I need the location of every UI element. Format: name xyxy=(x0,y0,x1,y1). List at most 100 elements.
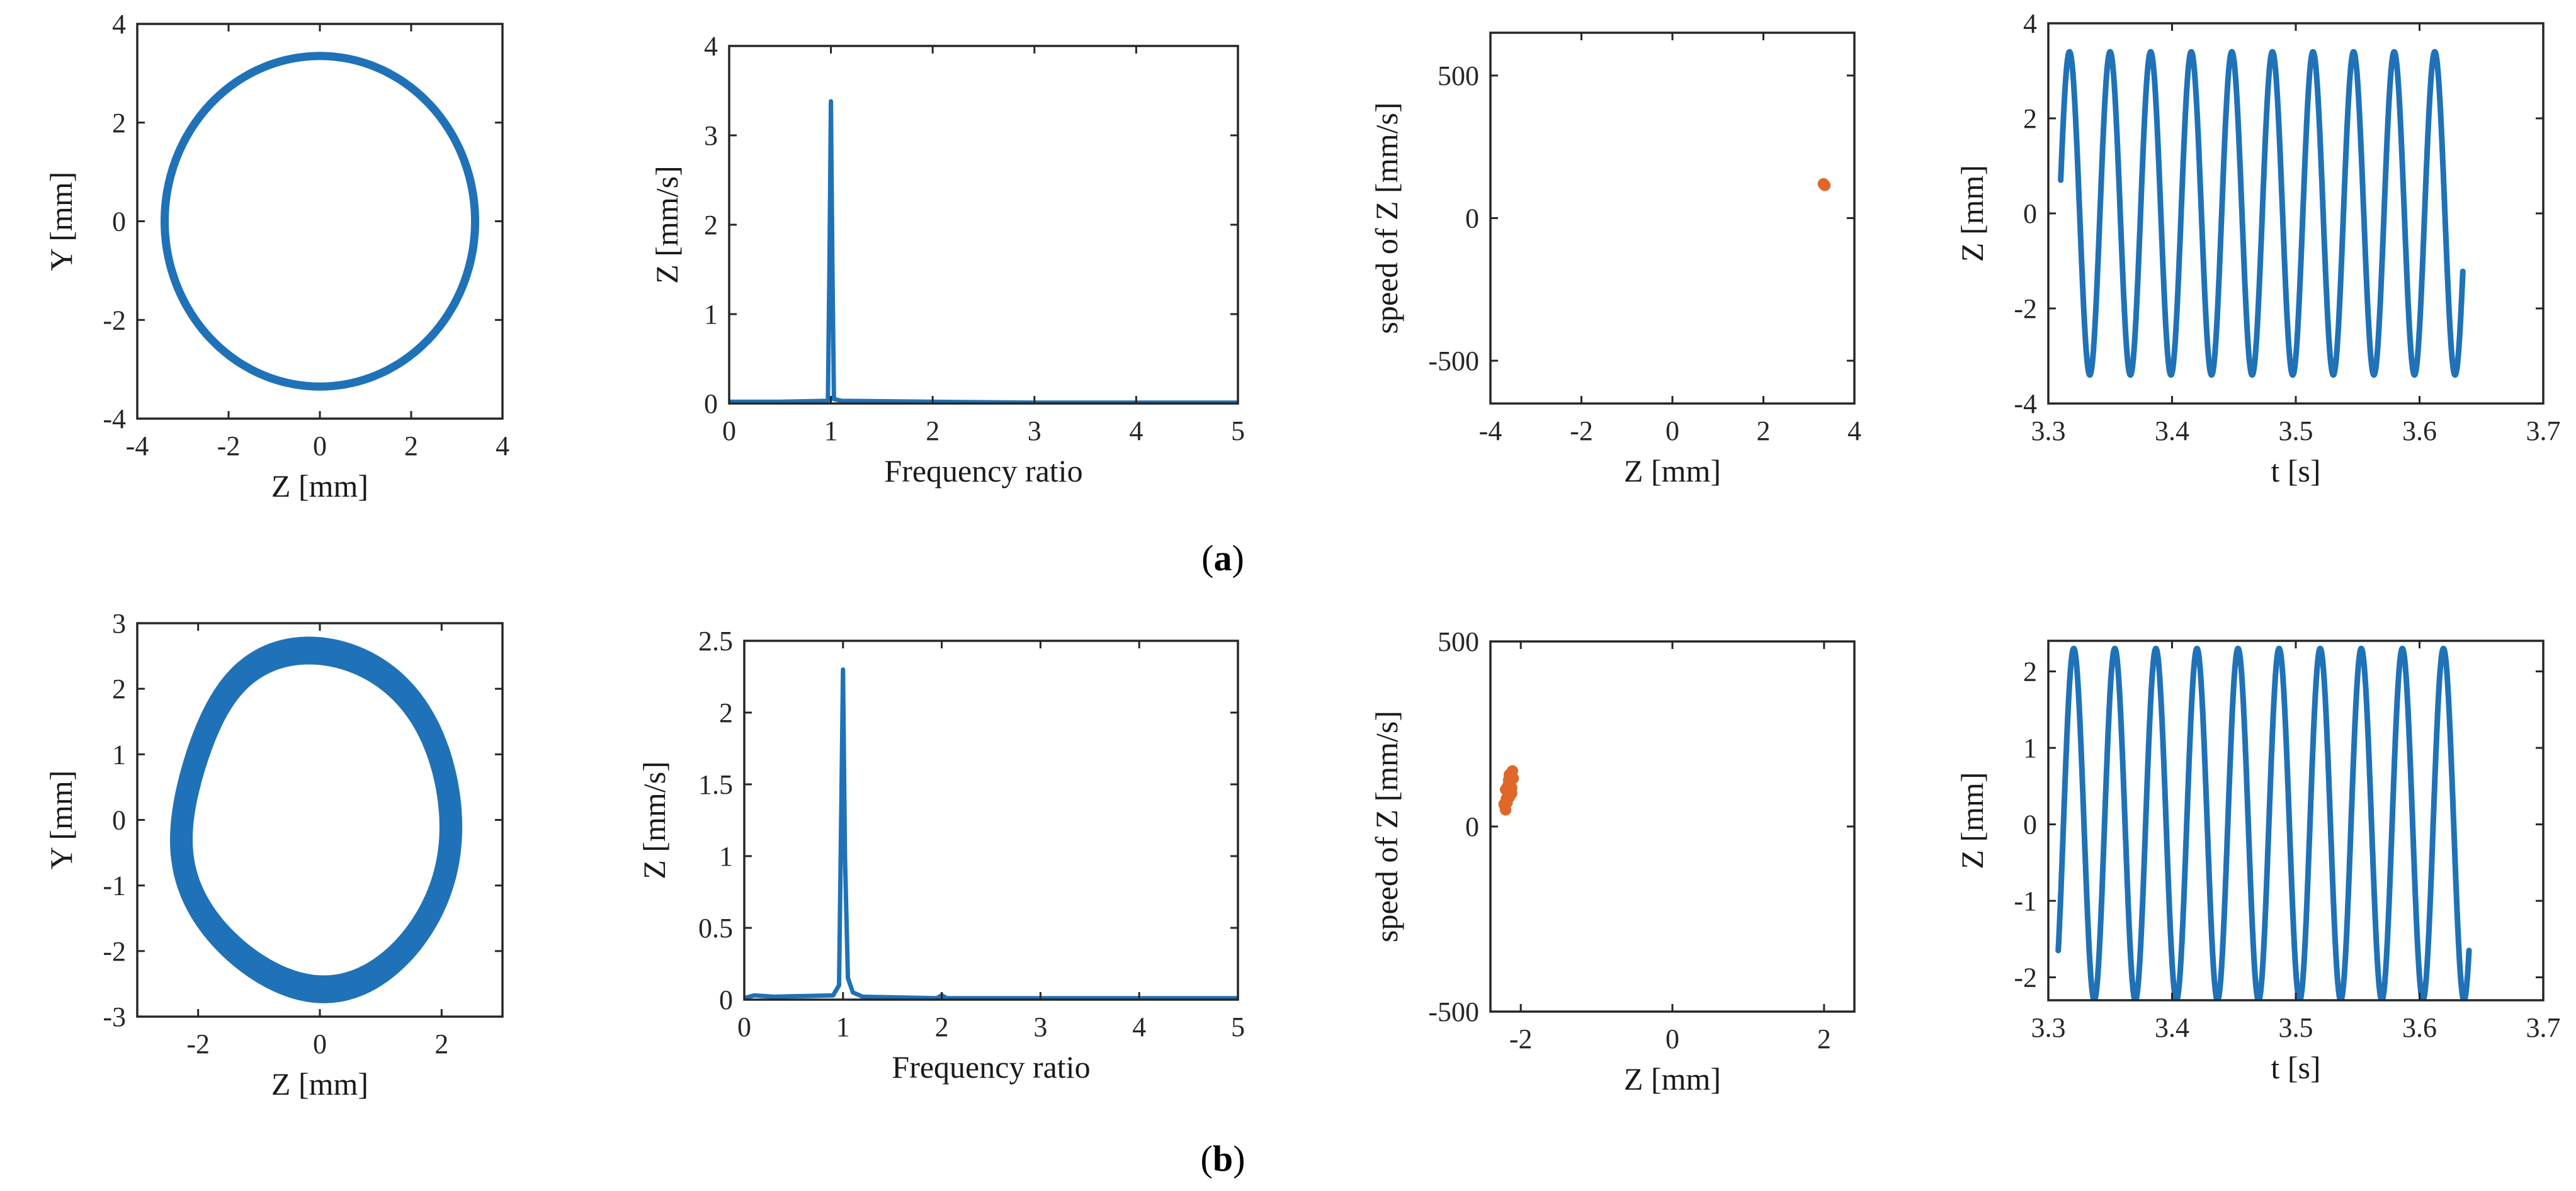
y-tick-label: 2 xyxy=(2023,657,2037,687)
y-tick-label: -4 xyxy=(2014,388,2037,419)
x-tick-label: -4 xyxy=(1479,415,1502,446)
x-tick-label: 5 xyxy=(1231,415,1245,446)
panel-label-b-letter: b xyxy=(1213,1138,1233,1179)
y-tick-label: 4 xyxy=(704,31,718,62)
y-axis-label: speed of Z [mm/s] xyxy=(1369,103,1404,334)
poincare-point xyxy=(1506,765,1518,777)
chart-a1: -4 -2 0 2 4 -4 -2 0 2 4 Z [mm] Y [mm] xyxy=(43,9,509,504)
x-tick-label: 4 xyxy=(496,431,509,461)
chart-b2: 0 1 2 3 4 5 0 0.5 1 1.5 2 2.5 Frequency ratio Z [mm/s… xyxy=(637,626,1245,1085)
y-tick-label: -500 xyxy=(1428,346,1479,376)
chart-b4-data xyxy=(2055,645,2472,1000)
plot-area: -4 -2 0 2 4 -4 -2 0 2 4 Z [mm] Y [mm] 0 1 2 3 4 5 0 1 2 3 4 Fre… xyxy=(43,8,2561,1102)
x-tick-label: 2 xyxy=(404,431,418,461)
y-tick-label: 3 xyxy=(112,608,126,639)
y-tick-label: 1.5 xyxy=(698,769,733,800)
x-tick-label: 4 xyxy=(1132,1012,1146,1042)
chart-a1-data xyxy=(161,52,479,391)
series-spectrum xyxy=(729,99,1238,404)
x-tick-label: 3 xyxy=(1033,1012,1047,1042)
y-tick-label: 0 xyxy=(112,206,126,237)
y-tick-label: 3 xyxy=(704,120,718,151)
x-tick-label: -2 xyxy=(217,431,241,461)
chart-a2: 0 1 2 3 4 5 0 1 2 3 4 Frequency ratio Z [mm/s] xyxy=(649,31,1245,488)
x-tick-label: 0 xyxy=(737,1012,751,1042)
chart-b3-data xyxy=(1498,765,1519,816)
y-axis-label: Y [mm] xyxy=(43,172,79,271)
chart-b1: -2 0 2 -3 -2 -1 0 1 2 3 Z [mm] Y [mm] xyxy=(43,608,504,1102)
chart-a4: 3.3 3.4 3.5 3.6 3.7 -4 -2 0 2 4 t [s] Z [mm] xyxy=(1955,8,2561,488)
panel-label-b: (b) xyxy=(1201,1138,1245,1179)
y-tick-label: 4 xyxy=(2023,8,2037,39)
x-tick-label: 3.5 xyxy=(2279,1012,2313,1043)
chart-a4-data xyxy=(2058,48,2466,378)
x-tick-label: -2 xyxy=(1509,1024,1533,1054)
series-spectrum xyxy=(744,667,1238,1000)
x-tick-label: 3.7 xyxy=(2526,415,2561,446)
panel-label-a-open: ( xyxy=(1201,538,1213,579)
chart-b2-data xyxy=(744,667,1238,1000)
x-tick-label: 3.6 xyxy=(2402,415,2437,446)
y-axis-label: Y [mm] xyxy=(43,770,79,870)
y-tick-label: -1 xyxy=(103,871,126,901)
y-tick-label: 2 xyxy=(719,697,733,728)
y-tick-label: -500 xyxy=(1428,996,1479,1027)
y-tick-label: -2 xyxy=(2014,293,2037,324)
x-tick-label: 3.4 xyxy=(2155,415,2189,446)
x-axis-label: Frequency ratio xyxy=(892,1049,1090,1085)
y-tick-label: 1 xyxy=(112,739,126,770)
y-tick-label: 2 xyxy=(704,210,718,240)
y-tick-label: 0 xyxy=(2023,198,2037,229)
y-tick-label: 2 xyxy=(2023,103,2037,134)
x-tick-label: 2 xyxy=(926,415,939,446)
x-tick-label: -2 xyxy=(186,1029,210,1059)
series-time xyxy=(2055,645,2472,1000)
x-axis-label: Z [mm] xyxy=(271,468,368,504)
panel-label-b-open: ( xyxy=(1201,1138,1213,1179)
x-axis-label: Frequency ratio xyxy=(884,453,1082,488)
x-tick-label: 3.5 xyxy=(2279,415,2313,446)
panel-label-a-close: ) xyxy=(1232,538,1244,579)
y-tick-label: 2 xyxy=(112,108,126,138)
x-tick-label: 3.7 xyxy=(2526,1012,2561,1043)
axes-frame xyxy=(136,23,504,420)
y-axis-label: Z [mm/s] xyxy=(649,166,684,283)
poincare-point xyxy=(1501,796,1513,808)
x-tick-label: 0 xyxy=(313,1029,327,1059)
chart-b4: 3.3 3.4 3.5 3.6 3.7 -2 -1 0 1 2 t [s] Z [mm] xyxy=(1955,640,2561,1085)
x-tick-label: 3.3 xyxy=(2031,1012,2066,1043)
y-tick-label: 500 xyxy=(1438,626,1479,657)
x-tick-label: 0 xyxy=(1665,415,1679,446)
x-tick-label: -2 xyxy=(1570,415,1593,446)
y-axis-label: Z [mm] xyxy=(1955,165,1990,262)
panel-label-b-close: ) xyxy=(1233,1138,1245,1179)
x-tick-label: 0 xyxy=(1665,1024,1679,1054)
chart-a3-data xyxy=(1817,178,1831,191)
y-tick-label: 1 xyxy=(719,841,733,872)
axes-frame xyxy=(743,640,1239,1001)
x-tick-label: 1 xyxy=(824,415,838,446)
panel-label-a-letter: a xyxy=(1214,538,1232,579)
series-orbit xyxy=(161,52,479,391)
axes-frame xyxy=(728,45,1239,405)
y-tick-label: -4 xyxy=(103,404,126,434)
x-tick-label: 3.3 xyxy=(2031,415,2066,446)
y-axis-label: Z [mm/s] xyxy=(637,761,672,879)
y-tick-label: 4 xyxy=(112,9,126,40)
poincare-point xyxy=(1500,804,1512,816)
y-tick-label: -3 xyxy=(103,1002,126,1032)
x-axis-label: t [s] xyxy=(2271,1050,2320,1085)
x-tick-label: 3 xyxy=(1028,415,1041,446)
y-tick-label: 0 xyxy=(112,805,126,836)
chart-a2-data xyxy=(729,99,1238,404)
y-tick-label: 0 xyxy=(2023,810,2037,840)
y-tick-label: 0 xyxy=(1465,203,1479,234)
x-tick-label: 4 xyxy=(1129,415,1143,446)
y-tick-label: 2 xyxy=(112,674,126,704)
chart-b1-data xyxy=(170,636,463,1003)
y-tick-label: 0 xyxy=(1465,811,1479,842)
y-tick-label: 0 xyxy=(704,388,718,419)
series-time xyxy=(2058,48,2466,378)
y-tick-label: 0.5 xyxy=(698,913,733,944)
